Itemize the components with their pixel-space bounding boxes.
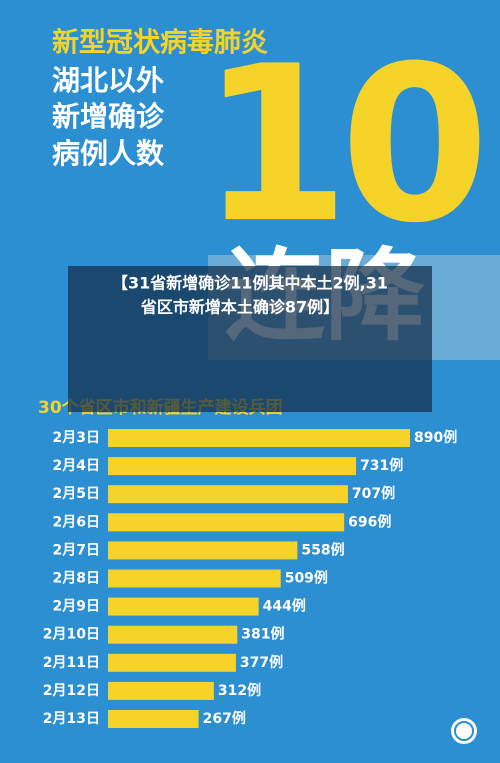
value-label: 558例: [301, 541, 344, 558]
heading-line: 新增确诊: [52, 100, 165, 133]
big-number: 10: [200, 19, 480, 270]
bar: [108, 513, 345, 532]
category-label: 2月10日: [43, 627, 100, 643]
logo-ring: [454, 721, 474, 741]
logo: [451, 718, 477, 744]
category-label: 2月9日: [53, 599, 100, 615]
bar: [108, 653, 236, 672]
value-label: 731例: [360, 457, 403, 474]
bar: [108, 710, 199, 728]
category-label: 2月7日: [53, 542, 100, 558]
category-label: 2月6日: [53, 514, 100, 530]
category-label: 2月8日: [53, 571, 100, 587]
bar: [108, 429, 410, 447]
value-label: 890例: [414, 429, 457, 446]
category-label: 2月3日: [53, 430, 100, 446]
bar: [108, 485, 348, 504]
chart-title: 新型冠状病毒肺炎: [52, 27, 268, 59]
value-label: 381例: [241, 626, 284, 643]
category-label: 2月4日: [53, 458, 100, 474]
value-label: 377例: [240, 654, 283, 671]
bar: [108, 625, 238, 644]
bar: [108, 541, 298, 560]
caption-box: [68, 266, 432, 412]
category-label: 2月5日: [53, 486, 100, 502]
bar: [108, 597, 259, 616]
heading-line: 病例人数: [52, 137, 165, 170]
value-label: 312例: [218, 682, 261, 699]
caption: 【31省新增确诊11例其中本土2例,31: [112, 274, 388, 293]
bar: [108, 681, 214, 700]
value-label: 267例: [203, 710, 246, 727]
bar: [108, 569, 281, 588]
caption: 省区市新增本土确诊87例】: [140, 298, 339, 317]
value-label: 707例: [352, 485, 395, 502]
heading-line: 湖北以外: [52, 64, 164, 97]
bar: [108, 457, 357, 476]
value-label: 509例: [285, 570, 328, 587]
value-label: 444例: [263, 598, 306, 615]
category-label: 2月12日: [43, 683, 100, 699]
category-label: 2月13日: [43, 711, 100, 727]
value-label: 696例: [348, 513, 391, 530]
category-label: 2月11日: [43, 655, 100, 671]
